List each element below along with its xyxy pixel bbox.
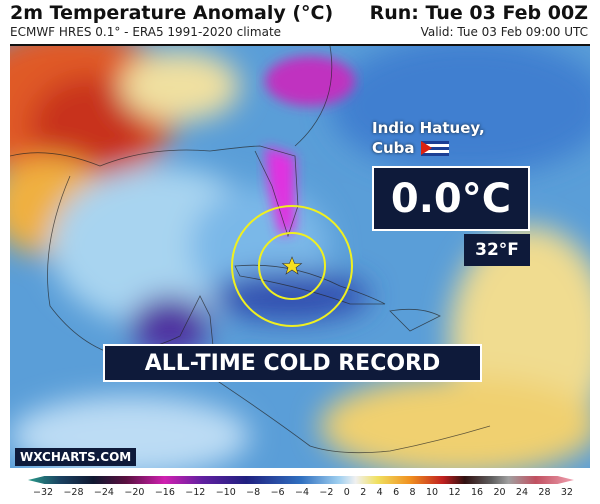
model-subtitle: ECMWF HRES 0.1° - ERA5 1991-2020 climate	[10, 25, 282, 39]
colorbar-tick: −6	[270, 487, 285, 498]
colorbar-tick: 16	[470, 487, 484, 498]
colorbar-tick: 6	[393, 487, 400, 498]
colorbar-tick: −10	[215, 487, 236, 498]
colorbar-tick: 12	[448, 487, 461, 498]
colorbar-tick: −32	[33, 487, 54, 498]
colorbar-tick: −2	[319, 487, 334, 498]
colorbar-tick: 32	[560, 487, 573, 498]
colorbar-tick: 8	[409, 487, 416, 498]
colorbar-tick: −4	[294, 487, 309, 498]
colorbar-tick: −8	[246, 487, 261, 498]
colorbar-ticks: −32 −28 −24 −20 −16 −12 −10 −8 −6 −4 −2 0 2 4 6 8 10 12 16…	[33, 487, 573, 498]
cuba-flag-icon	[420, 141, 449, 156]
colorbar-tick: −28	[63, 487, 84, 498]
temp-fahrenheit: 32°F	[464, 234, 530, 266]
colorbar-tick: −16	[154, 487, 175, 498]
colorbar	[28, 476, 574, 484]
location-text: Indio Hatuey, Cuba	[372, 119, 485, 157]
run-time: Run: Tue 03 Feb 00Z	[369, 2, 588, 24]
colorbar-tick: −20	[124, 487, 145, 498]
temp-celsius: 0.0°C	[372, 166, 530, 231]
colorbar-tick: −12	[185, 487, 206, 498]
colorbar-tick: −24	[93, 487, 114, 498]
map-fill	[10, 46, 590, 468]
colorbar-tick: 20	[493, 487, 506, 498]
location-label: Indio Hatuey, Cuba	[372, 118, 485, 158]
colorbar-tick: 2	[360, 487, 367, 498]
brand-watermark: WXCHARTS.COM	[15, 448, 137, 466]
colorbar-tick: 0	[343, 487, 350, 498]
record-banner: ALL-TIME COLD RECORD	[103, 344, 482, 382]
map-title: 2m Temperature Anomaly (°C)	[10, 2, 334, 24]
colorbar-tick: 24	[515, 487, 529, 498]
colorbar-tick: 10	[425, 487, 439, 498]
anomaly-map: Indio Hatuey, Cuba 0.0°C 32°F ALL-TIME C…	[10, 44, 590, 468]
colorbar-tick: 4	[376, 487, 383, 498]
colorbar-tick: 28	[538, 487, 551, 498]
valid-time: Valid: Tue 03 Feb 09:00 UTC	[420, 25, 588, 39]
